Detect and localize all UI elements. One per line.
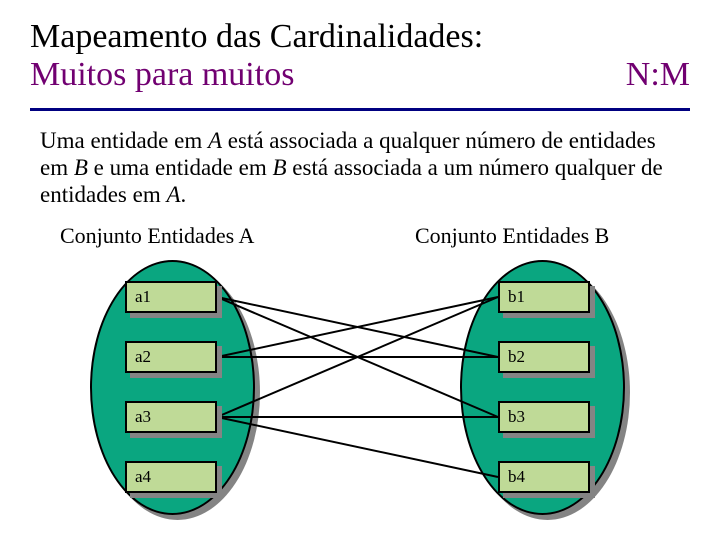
- label-set-b: Conjunto Entidades B: [415, 223, 609, 249]
- body-part-3: B: [74, 155, 88, 180]
- body-text: Uma entidade em A está associada a qualq…: [0, 111, 720, 208]
- title-line2-row: Muitos para muitos N:M: [30, 56, 690, 94]
- entity-node-b1: b1: [498, 281, 590, 313]
- title-line2-left: Muitos para muitos: [30, 56, 294, 94]
- entity-node-a2: a2: [125, 341, 217, 373]
- body-part-8: .: [181, 182, 187, 207]
- edge-a2-b1: [217, 297, 498, 357]
- diagram: Conjunto Entidades A Conjunto Entidades …: [0, 218, 720, 538]
- body-part-5: B: [272, 155, 286, 180]
- body-part-1: A: [208, 128, 222, 153]
- edge-a1-b2: [217, 297, 498, 357]
- edge-a3-b4: [217, 417, 498, 477]
- title-line1: Mapeamento das Cardinalidades:: [30, 18, 690, 56]
- entity-node-b4: b4: [498, 461, 590, 493]
- label-set-a: Conjunto Entidades A: [60, 223, 254, 249]
- entity-node-b2: b2: [498, 341, 590, 373]
- body-part-4: e uma entidade em: [88, 155, 273, 180]
- body-part-7: A: [166, 182, 180, 207]
- entity-node-b3: b3: [498, 401, 590, 433]
- entity-node-a4: a4: [125, 461, 217, 493]
- title-block: Mapeamento das Cardinalidades: Muitos pa…: [0, 0, 720, 102]
- entity-node-a3: a3: [125, 401, 217, 433]
- body-part-0: Uma entidade em: [40, 128, 208, 153]
- title-line2-right: N:M: [626, 56, 690, 94]
- entity-node-a1: a1: [125, 281, 217, 313]
